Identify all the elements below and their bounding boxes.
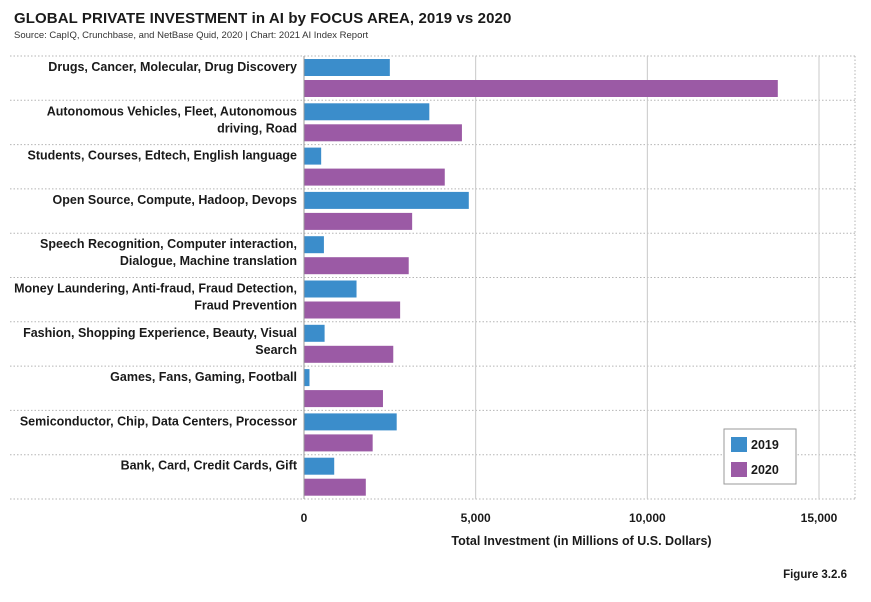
legend-label-2020: 2020: [751, 463, 779, 477]
figure-label: Figure 3.2.6: [783, 569, 847, 581]
category-label: Money Laundering, Anti-fraud, Fraud Dete…: [14, 282, 297, 313]
bar-2020: [304, 478, 366, 496]
x-tick-label: 5,000: [461, 511, 491, 525]
bar-2020: [304, 212, 413, 230]
category-label: Bank, Card, Credit Cards, Gift: [121, 459, 298, 473]
bar-chart: Drugs, Cancer, Molecular, Drug Discovery…: [10, 55, 856, 548]
chart-title: GLOBAL PRIVATE INVESTMENT in AI by FOCUS…: [14, 10, 512, 27]
category-label: Games, Fans, Gaming, Football: [110, 370, 297, 384]
legend-label-2019: 2019: [751, 438, 779, 452]
bar-2019: [304, 103, 430, 121]
category-label: Speech Recognition, Computer interaction…: [40, 237, 297, 268]
bar-2020: [304, 345, 394, 363]
bar-2020: [304, 434, 373, 452]
category-label: Open Source, Compute, Hadoop, Devops: [53, 193, 298, 207]
bar-2020: [304, 80, 778, 97]
bar-2019: [304, 191, 469, 209]
bar-2019: [304, 236, 324, 254]
bar-2020: [304, 301, 401, 319]
category-label: Students, Courses, Edtech, English langu…: [28, 149, 298, 163]
bar-2019: [304, 280, 357, 298]
x-axis-title: Total Investment (in Millions of U.S. Do…: [451, 534, 711, 548]
bar-2020: [304, 168, 445, 186]
bar-2019: [304, 369, 310, 387]
x-tick-label: 15,000: [801, 511, 838, 525]
category-label: Fashion, Shopping Experience, Beauty, Vi…: [23, 326, 297, 357]
chart-subtitle: Source: CapIQ, Crunchbase, and NetBase Q…: [14, 30, 369, 41]
bar-2019: [304, 413, 397, 431]
legend-swatch-2019: [731, 437, 747, 452]
category-label: Autonomous Vehicles, Fleet, Autonomous dr…: [47, 104, 297, 135]
bar-2019: [304, 147, 322, 165]
bar-2020: [304, 390, 383, 408]
legend-swatch-2020: [731, 462, 747, 477]
bar-2019: [304, 324, 325, 342]
x-tick-label: 10,000: [629, 511, 666, 525]
bar-2019: [304, 59, 390, 76]
category-label: Drugs, Cancer, Molecular, Drug Discovery: [48, 60, 297, 74]
bar-2019: [304, 457, 335, 475]
x-tick-label: 0: [301, 511, 308, 525]
category-label: Semiconductor, Chip, Data Centers, Proce…: [20, 414, 297, 428]
bar-2020: [304, 257, 409, 275]
bar-2020: [304, 124, 462, 142]
